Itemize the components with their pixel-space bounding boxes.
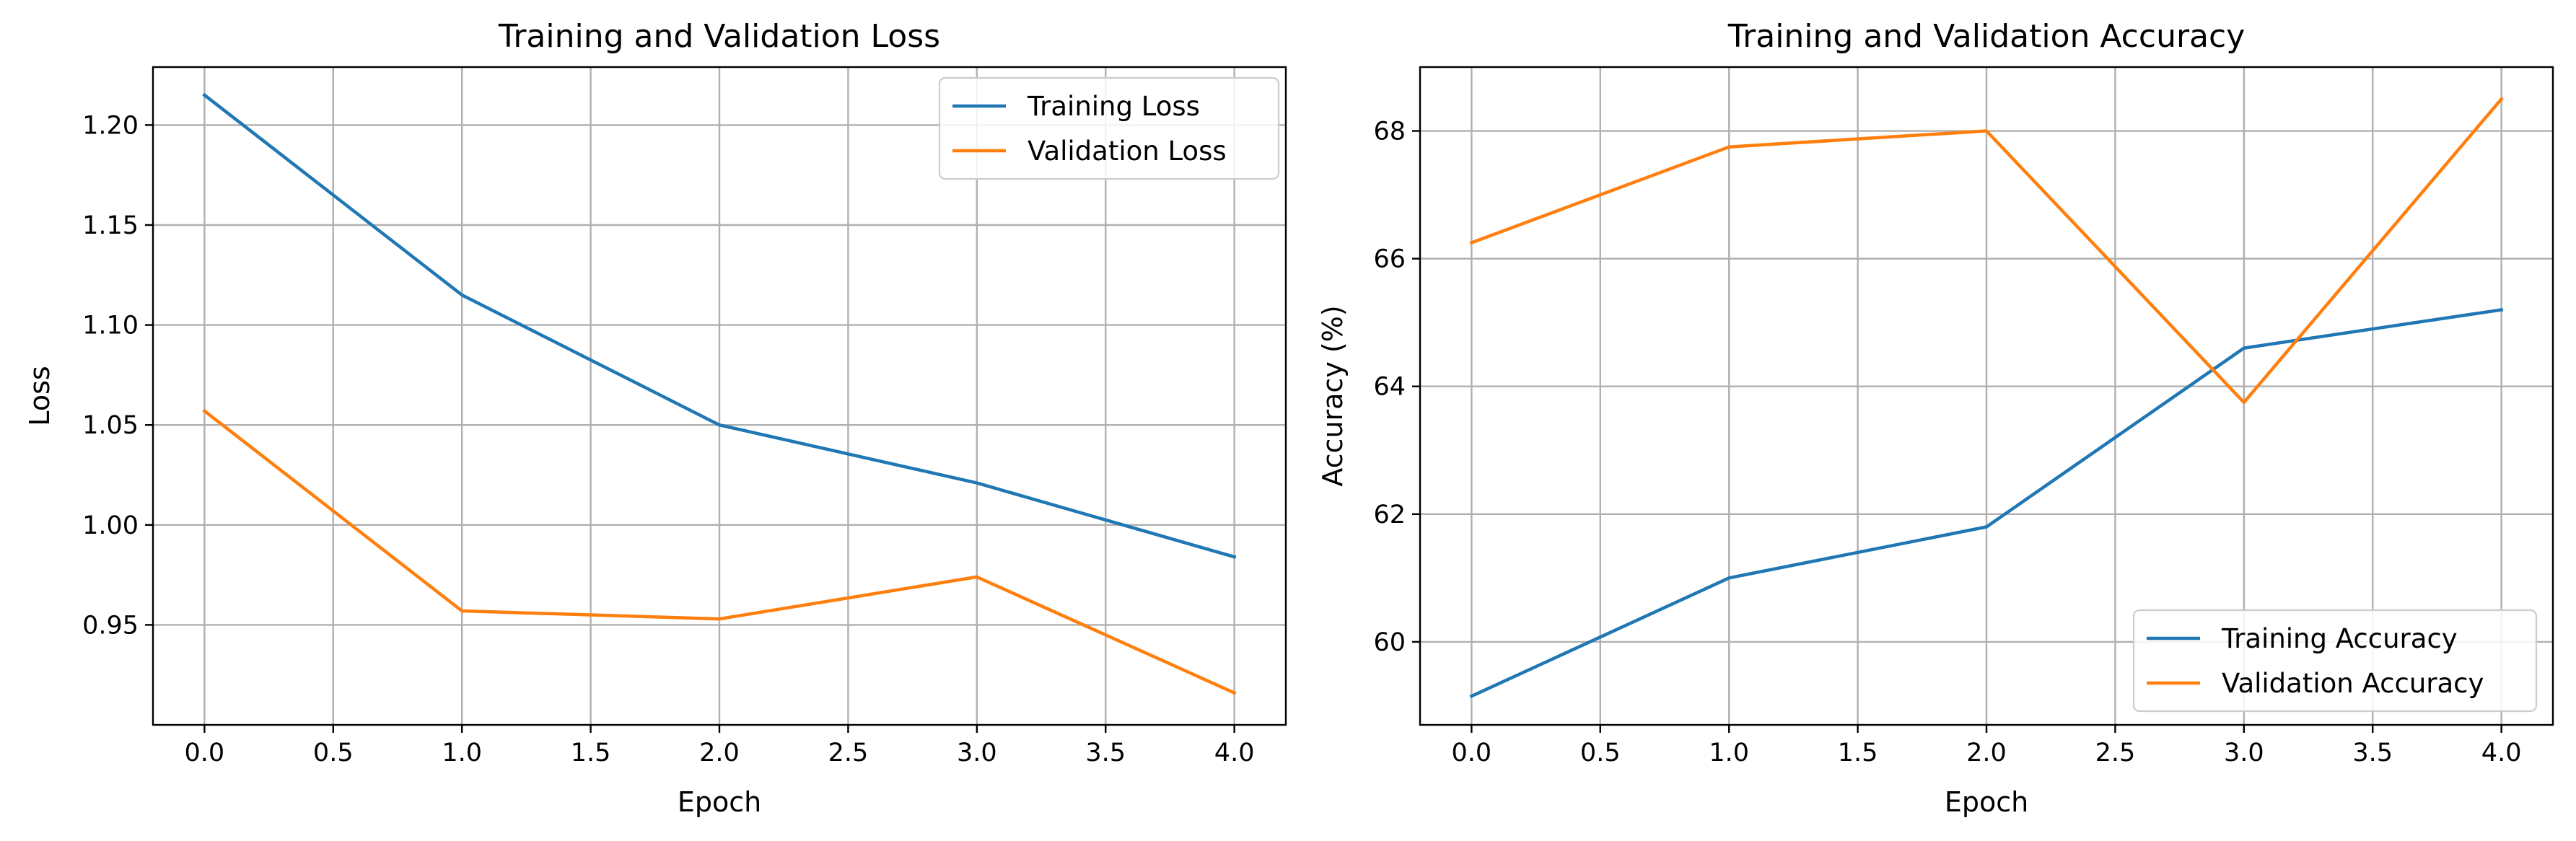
loss-chart-x-tick-label: 0.5 [313,739,354,767]
loss-chart-y-tick-label: 0.95 [82,611,139,640]
loss-chart-series [202,92,1237,695]
accuracy-chart-legend-label: Training Accuracy [2221,623,2458,654]
accuracy-chart-validation-accuracy-line [1469,97,2504,405]
accuracy-chart-legend: Training Accuracy Validation Accuracy [2132,609,2538,713]
accuracy-chart-series [1469,97,2504,699]
accuracy-chart-x-axis-label: Epoch [1945,786,2028,818]
accuracy-chart-x-tick-label: 2.0 [1966,739,2007,767]
loss-chart-grid [153,67,1286,725]
accuracy-chart-y-ticks: 60 62 64 66 68 [1373,118,1420,657]
loss-chart-y-tick-label: 1.20 [82,111,139,140]
accuracy-chart-x-tick-label: 0.5 [1580,739,1621,767]
loss-chart-x-tick-label: 3.0 [957,739,997,767]
accuracy-chart-x-tick-label: 4.0 [2481,739,2522,767]
loss-chart: Training and Validation Loss Epoch Loss … [24,18,1287,818]
accuracy-chart-y-tick-label: 62 [1373,501,1406,529]
accuracy-chart-x-tick-label: 1.0 [1709,739,1749,767]
accuracy-chart-x-ticks: 0.0 0.5 1.0 1.5 2.0 2.5 3.0 3.5 4.0 [1452,725,2522,767]
loss-chart-y-tick-label: 1.05 [82,411,139,440]
loss-chart-title: Training and Validation Loss [498,18,940,55]
loss-chart-x-tick-label: 2.0 [699,739,740,767]
accuracy-chart-y-tick-label: 60 [1373,628,1406,657]
accuracy-chart-y-tick-label: 66 [1373,245,1406,274]
accuracy-chart-x-tick-label: 3.5 [2352,739,2393,767]
loss-chart-legend-box [938,76,1280,180]
loss-chart-x-tick-label: 4.0 [1214,739,1255,767]
accuracy-chart-x-tick-label: 3.0 [2224,739,2264,767]
loss-chart-x-axis-label: Epoch [678,786,761,818]
accuracy-chart-y-axis-label: Accuracy (%) [1317,305,1349,486]
loss-chart-y-axis-label: Loss [24,366,56,426]
loss-chart-training-loss-line [202,92,1237,559]
accuracy-chart-x-tick-label: 2.5 [2095,739,2136,767]
accuracy-chart-x-tick-label: 1.5 [1838,739,1878,767]
accuracy-chart-training-accuracy-line [1469,307,2504,699]
loss-chart-x-tick-label: 1.5 [571,739,611,767]
accuracy-chart-x-tick-label: 0.0 [1452,739,1492,767]
accuracy-chart: Training and Validation Accuracy Epoch A… [1317,18,2554,818]
loss-chart-legend: Training Loss Validation Loss [938,76,1280,180]
loss-chart-validation-loss-line [202,408,1237,695]
loss-chart-x-ticks: 0.0 0.5 1.0 1.5 2.0 2.5 3.0 3.5 4.0 [185,725,1255,767]
loss-chart-y-tick-label: 1.10 [82,312,139,340]
loss-chart-y-ticks: 0.95 1.00 1.05 1.10 1.15 1.20 [82,111,153,640]
loss-chart-y-tick-label: 1.00 [82,511,139,540]
accuracy-chart-y-tick-label: 68 [1373,118,1406,146]
loss-chart-x-tick-label: 3.5 [1085,739,1126,767]
loss-chart-x-tick-label: 1.0 [442,739,482,767]
accuracy-chart-legend-label: Validation Accuracy [2222,668,2484,699]
accuracy-chart-title: Training and Validation Accuracy [1727,18,2246,55]
loss-chart-x-tick-label: 0.0 [185,739,225,767]
loss-chart-legend-label: Training Loss [1027,91,1200,122]
accuracy-chart-legend-box [2132,609,2538,713]
loss-chart-y-tick-label: 1.15 [82,211,139,240]
loss-chart-legend-label: Validation Loss [1028,136,1227,167]
accuracy-chart-grid [1420,67,2553,725]
loss-chart-x-tick-label: 2.5 [828,739,869,767]
accuracy-chart-y-tick-label: 64 [1373,373,1406,402]
